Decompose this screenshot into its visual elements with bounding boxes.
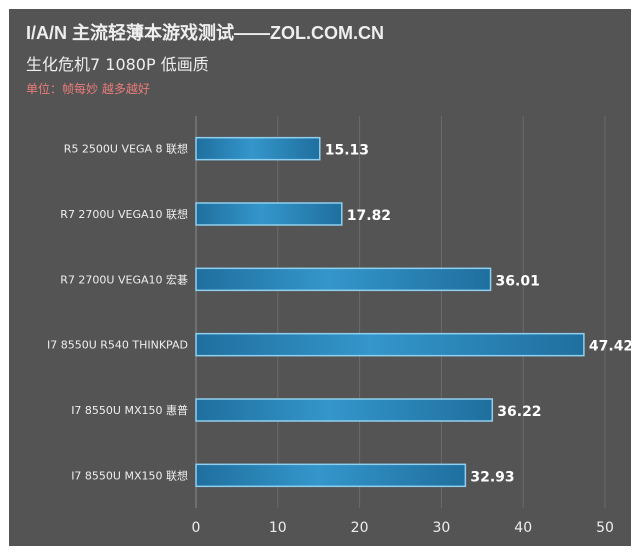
x-tick-label: 10: [269, 520, 287, 536]
category-label: I7 8550U MX150 联想: [71, 468, 188, 482]
category-label: R7 2700U VEGA10 联想: [60, 207, 188, 221]
category-label: I7 8550U R540 THINKPAD: [47, 339, 188, 352]
bar: [195, 202, 343, 226]
bar: [195, 136, 321, 161]
bar: [195, 267, 492, 292]
category-label: I7 8550U MX150 惠普: [71, 403, 188, 417]
bar: [195, 332, 585, 357]
data-label: 17.82: [347, 208, 391, 224]
data-label: 15.13: [325, 143, 369, 159]
category-label: R5 2500U VEGA 8 联想: [64, 142, 188, 156]
data-label: 36.01: [496, 273, 540, 289]
data-label: 47.42: [589, 339, 633, 355]
category-label: R7 2700U VEGA10 宏碁: [60, 272, 188, 286]
bar: [195, 463, 467, 488]
x-tick-label: 0: [192, 520, 201, 536]
x-tick-label: 40: [514, 520, 532, 536]
unit-note: 单位：帧每妙 越多越好: [26, 82, 150, 96]
x-tick-label: 30: [432, 520, 450, 536]
x-tick-label: 20: [351, 520, 369, 536]
chart-subtitle: 生化危机7 1080P 低画质: [26, 55, 209, 74]
data-label: 36.22: [497, 404, 541, 420]
data-label: 32.93: [470, 469, 514, 485]
chart-title: I/A/N 主流轻薄本游戏测试——ZOL.COM.CN: [26, 23, 384, 43]
bar: [195, 398, 494, 422]
x-tick-label: 50: [596, 520, 614, 536]
